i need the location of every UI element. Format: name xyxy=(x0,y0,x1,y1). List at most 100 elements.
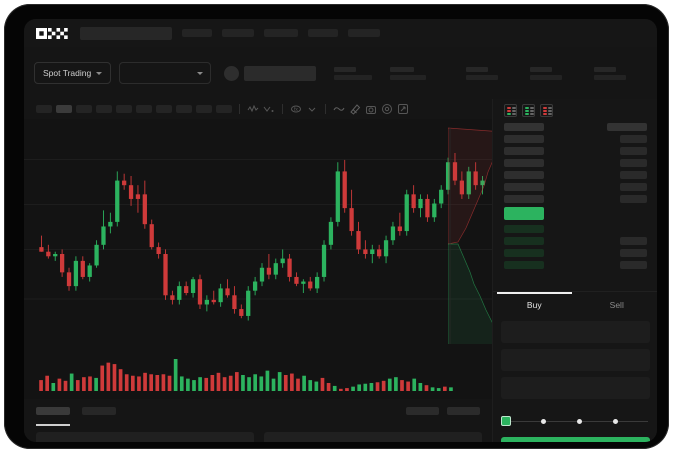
order-book-header xyxy=(493,123,657,131)
order-book-bid-row[interactable] xyxy=(493,261,657,269)
market-stat-4 xyxy=(530,66,563,80)
order-book-bid-row[interactable] xyxy=(493,249,657,257)
order-book-ask-row[interactable] xyxy=(493,195,657,203)
orders-tab-list xyxy=(24,399,492,415)
order-book-bid-row[interactable] xyxy=(493,225,657,233)
order-book-last-price xyxy=(504,207,544,220)
nav-item-1[interactable] xyxy=(182,29,212,37)
volume-svg xyxy=(39,359,453,391)
orderbook-layout-toggles xyxy=(493,99,657,117)
market-header-bar: Spot Trading xyxy=(24,47,657,99)
device-bezel: OKX Spot Trading xyxy=(4,4,669,449)
trade-form-tabs: Buy Sell xyxy=(493,291,657,317)
chevron-down-icon[interactable] xyxy=(306,103,318,115)
okx-logo-icon xyxy=(36,27,68,39)
order-total-field[interactable] xyxy=(501,377,650,399)
order-book-header-col1 xyxy=(504,123,544,131)
top-navigation-bar: OKX xyxy=(24,19,657,47)
line-chart-icon[interactable] xyxy=(333,103,345,115)
orders-tab-history[interactable] xyxy=(82,407,116,415)
timeframe-button-2[interactable] xyxy=(56,105,72,113)
chart-toolbar: fx xyxy=(24,99,492,119)
toolbar-divider xyxy=(239,104,240,114)
order-book-header-col2 xyxy=(607,123,647,131)
order-book-ask-row[interactable] xyxy=(493,183,657,191)
indicator-icon[interactable] xyxy=(247,103,259,115)
orders-row-list xyxy=(36,432,482,442)
nav-item-5[interactable] xyxy=(348,29,380,37)
orders-action-1[interactable] xyxy=(406,407,439,415)
order-amount-slider[interactable] xyxy=(501,415,650,427)
last-price-display xyxy=(244,65,317,81)
order-book-ask-row[interactable] xyxy=(493,159,657,167)
device-screen: OKX Spot Trading xyxy=(24,19,657,442)
timeframe-button-3[interactable] xyxy=(76,105,92,113)
market-stat-5 xyxy=(594,66,627,80)
market-stat-3-label xyxy=(466,66,489,72)
nav-search-input[interactable] xyxy=(80,26,172,40)
market-stat-1-value xyxy=(334,74,373,80)
orders-panel xyxy=(24,399,492,442)
market-stat-4-value xyxy=(530,74,563,80)
candlestick-svg xyxy=(24,153,492,321)
market-stat-5-value xyxy=(594,74,627,80)
market-stat-3-value xyxy=(466,74,499,80)
order-book-list xyxy=(493,123,657,273)
nav-item-2[interactable] xyxy=(222,29,254,37)
tab-sell[interactable]: Sell xyxy=(609,299,624,310)
market-stat-4-label xyxy=(530,66,553,72)
eraser-icon[interactable] xyxy=(349,103,361,115)
order-amount-field[interactable] xyxy=(501,349,650,371)
order-book-sidebar: Buy Sell xyxy=(492,99,657,442)
coin-avatar xyxy=(224,65,240,81)
order-book-bid-row[interactable] xyxy=(493,237,657,245)
toolbar-divider xyxy=(325,104,326,114)
order-book-ask-row[interactable] xyxy=(493,171,657,179)
orders-row-2[interactable] xyxy=(264,432,482,442)
slider-step-25[interactable] xyxy=(541,418,546,424)
nav-item-3[interactable] xyxy=(264,29,298,37)
trade-form-fields xyxy=(493,321,657,405)
timeframe-button-5[interactable] xyxy=(116,105,132,113)
chevron-down-icon xyxy=(197,71,204,75)
timeframe-button-7[interactable] xyxy=(156,105,172,113)
camera-icon[interactable] xyxy=(365,103,377,115)
spot-trading-label: Spot Trading xyxy=(43,68,92,78)
timeframe-button-8[interactable] xyxy=(176,105,192,113)
slider-step-50[interactable] xyxy=(577,418,582,424)
slider-handle[interactable] xyxy=(501,416,511,426)
place-buy-order-button[interactable] xyxy=(501,437,650,442)
trading-pair-dropdown[interactable] xyxy=(119,62,212,84)
timeframe-button-10[interactable] xyxy=(216,105,232,113)
nav-item-4[interactable] xyxy=(308,29,338,37)
timeframe-button-1[interactable] xyxy=(36,105,52,113)
settings-icon[interactable] xyxy=(381,103,393,115)
compare-icon[interactable] xyxy=(263,103,275,115)
slider-step-75[interactable] xyxy=(613,418,618,424)
market-stat-2 xyxy=(390,66,427,80)
orders-tab-active-indicator xyxy=(36,424,70,426)
order-book-ask-row[interactable] xyxy=(493,147,657,155)
orders-action-2[interactable] xyxy=(447,407,480,415)
market-stat-2-value xyxy=(390,74,427,80)
chevron-down-icon xyxy=(96,71,103,75)
timeframe-button-4[interactable] xyxy=(96,105,112,113)
orders-tab-open[interactable] xyxy=(36,407,70,415)
tab-buy[interactable]: Buy xyxy=(493,292,576,317)
timeframe-button-9[interactable] xyxy=(196,105,212,113)
fullscreen-icon[interactable] xyxy=(397,103,409,115)
order-book-ask-row[interactable] xyxy=(493,135,657,143)
template-icon[interactable]: fx xyxy=(290,103,302,115)
candlestick-chart[interactable] xyxy=(24,119,492,344)
volume-chart xyxy=(24,344,492,399)
market-stat-5-label xyxy=(594,66,617,72)
orderbook-asks-icon[interactable] xyxy=(540,104,553,117)
orders-row-1[interactable] xyxy=(36,432,254,442)
orderbook-both-icon[interactable] xyxy=(504,104,517,117)
timeframe-button-6[interactable] xyxy=(136,105,152,113)
order-price-field[interactable] xyxy=(501,321,650,343)
market-stat-1 xyxy=(334,66,373,80)
okx-logo[interactable]: OKX xyxy=(36,27,70,39)
orderbook-bids-icon[interactable] xyxy=(522,104,535,117)
spot-trading-dropdown[interactable]: Spot Trading xyxy=(34,62,112,84)
